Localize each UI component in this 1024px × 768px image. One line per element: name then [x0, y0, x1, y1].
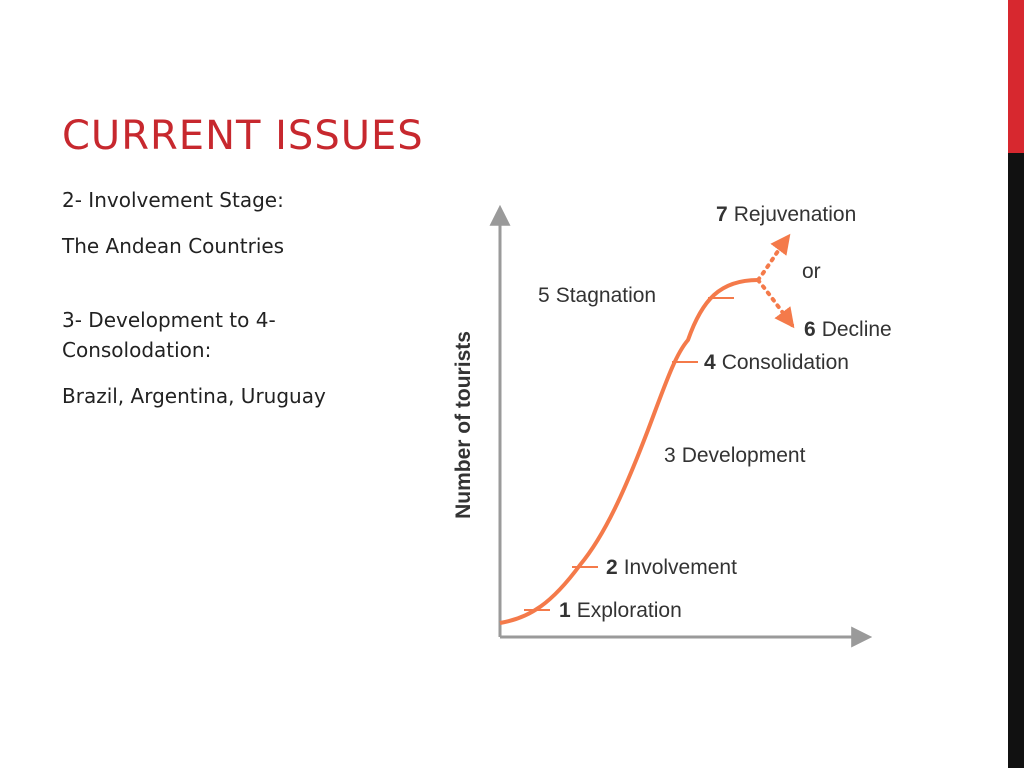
decline-branch [756, 278, 795, 329]
paragraph-countries-list: Brazil, Argentina, Uruguay [62, 384, 326, 408]
accent-bar-black [1008, 153, 1024, 768]
stage-7-label: 7 Rejuvenation [716, 203, 856, 226]
accent-bar-red [1008, 0, 1024, 153]
stage-4-label: 4 Consolidation [704, 351, 849, 374]
y-axis-label: Number of tourists [452, 331, 475, 519]
stage-6-label: 6 Decline [804, 318, 892, 341]
slide-body: 2- Involvement Stage: The Andean Countri… [62, 185, 382, 427]
paragraph-involvement-stage: 2- Involvement Stage: [62, 188, 284, 212]
stage-1-label: 1 Exploration [559, 599, 682, 622]
stage-3-label: 3 Development [664, 444, 806, 467]
rejuvenation-branch [756, 233, 791, 282]
stage-5-label: 5 Stagnation [538, 284, 656, 307]
tourism-lifecycle-diagram: Number of tourists 1 Exploration 2 Involve… [452, 203, 892, 648]
or-label: or [802, 260, 821, 283]
lifecycle-curve [499, 278, 759, 625]
slide-title: CURRENT ISSUES [62, 113, 424, 159]
paragraph-andean-countries: The Andean Countries [62, 234, 285, 258]
paragraph-development-consolidation: 3- Development to 4- Consolodation: [62, 308, 276, 362]
stage-2-label: 2 Involvement [606, 556, 737, 579]
